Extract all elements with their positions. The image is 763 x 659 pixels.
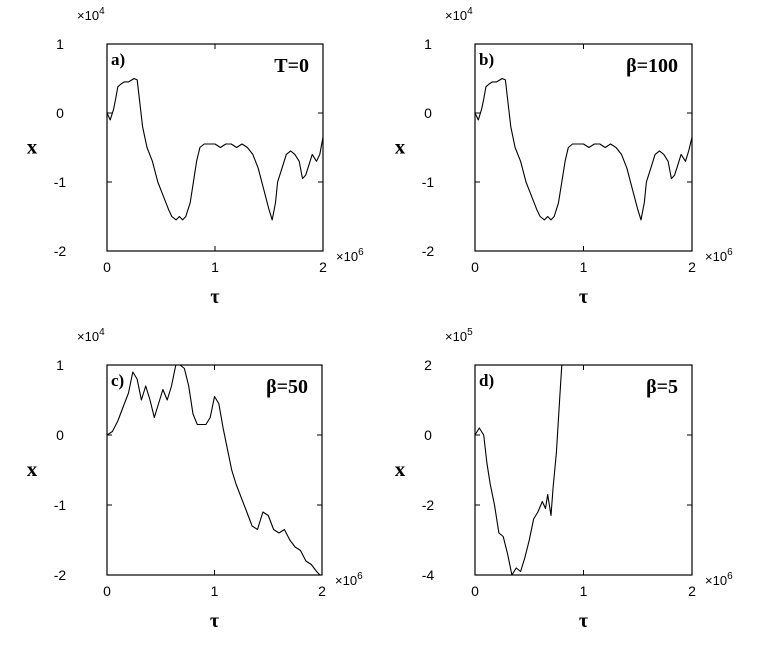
y-tick-label: -2	[54, 567, 67, 583]
series-line	[475, 77, 692, 221]
x-tick-label: 1	[211, 583, 219, 599]
panel-annotation: β=100	[626, 55, 678, 77]
x-scale-exponent: 6	[358, 247, 364, 258]
panel-label: c)	[111, 371, 124, 390]
y-tick-label: -1	[54, 174, 67, 190]
x-tick-label: 0	[103, 259, 111, 275]
y-tick-label: 1	[56, 36, 64, 52]
panel-annotation: T=0	[274, 55, 309, 77]
x-scale-factor: ×106	[335, 571, 363, 588]
x-tick-label: 0	[471, 259, 479, 275]
x-tick-label: 2	[688, 259, 696, 275]
panel-label: b)	[479, 50, 494, 69]
y-tick-label: -4	[422, 567, 435, 583]
chart-panel-d: 0 1 2 2 0 -2 -4 ×105 ×106 τ x d) β=5	[395, 327, 733, 632]
series-line	[475, 365, 563, 575]
y-scale-factor: ×105	[445, 327, 473, 344]
x-scale-factor: ×106	[705, 571, 733, 588]
y-scale-factor: ×104	[77, 6, 105, 23]
x-axis-label: τ	[210, 286, 219, 308]
y-axis-label: x	[395, 457, 406, 481]
x-axis-label: τ	[579, 286, 588, 308]
panel-annotation: β=50	[266, 376, 308, 398]
y-tick-label: 0	[56, 427, 64, 443]
panel-label: a)	[111, 50, 125, 69]
y-tick-label: -2	[54, 243, 67, 259]
y-tick-label: 0	[56, 105, 64, 121]
series-line	[107, 77, 323, 221]
y-axis-label: x	[395, 135, 406, 159]
y-tick-label: -1	[54, 497, 67, 513]
x-scale-factor: ×106	[336, 247, 364, 264]
y-scale-factor: ×104	[445, 6, 473, 23]
x-scale-exponent: 6	[357, 571, 363, 582]
chart-panel-a: 0 1 2 1 0 -1 -2 ×104 ×106 τ x a) T=0	[27, 6, 364, 308]
y-tick-label: 1	[424, 36, 432, 52]
x-tick-label: 2	[318, 583, 326, 599]
x-tick-label: 0	[471, 583, 479, 599]
y-scale-exponent: 4	[467, 6, 473, 17]
x-axis-label: τ	[579, 610, 588, 632]
y-tick-label: -2	[422, 243, 435, 259]
y-tick-label: 0	[424, 427, 432, 443]
y-scale-exponent: 4	[99, 6, 105, 17]
x-tick-label: 1	[580, 583, 588, 599]
y-tick-label: 1	[56, 357, 64, 373]
y-tick-label: -1	[422, 174, 435, 190]
x-scale-factor: ×106	[705, 247, 733, 264]
x-tick-label: 2	[319, 259, 327, 275]
y-axis-label: x	[27, 135, 38, 159]
y-scale-exponent: 4	[99, 327, 105, 338]
y-scale-exponent: 5	[467, 327, 473, 338]
chart-panel-c: 0 1 2 1 0 -1 -2 ×104 ×106 τ x c) β=50	[27, 327, 363, 632]
x-axis-label: τ	[210, 610, 219, 632]
y-tick-label: -2	[422, 497, 435, 513]
series-line	[107, 365, 321, 575]
x-tick-label: 1	[580, 259, 588, 275]
x-tick-label: 0	[103, 583, 111, 599]
y-tick-label: 2	[424, 357, 432, 373]
x-tick-label: 1	[211, 259, 219, 275]
x-scale-exponent: 6	[727, 571, 733, 582]
y-tick-label: 0	[424, 105, 432, 121]
y-axis-label: x	[27, 457, 38, 481]
y-scale-factor: ×104	[77, 327, 105, 344]
chart-panel-b: 0 1 2 1 0 -1 -2 ×104 ×106 τ x b) β=100	[395, 6, 733, 308]
x-scale-exponent: 6	[727, 247, 733, 258]
panel-label: d)	[479, 371, 494, 390]
x-tick-label: 2	[688, 583, 696, 599]
panel-annotation: β=5	[646, 376, 678, 398]
